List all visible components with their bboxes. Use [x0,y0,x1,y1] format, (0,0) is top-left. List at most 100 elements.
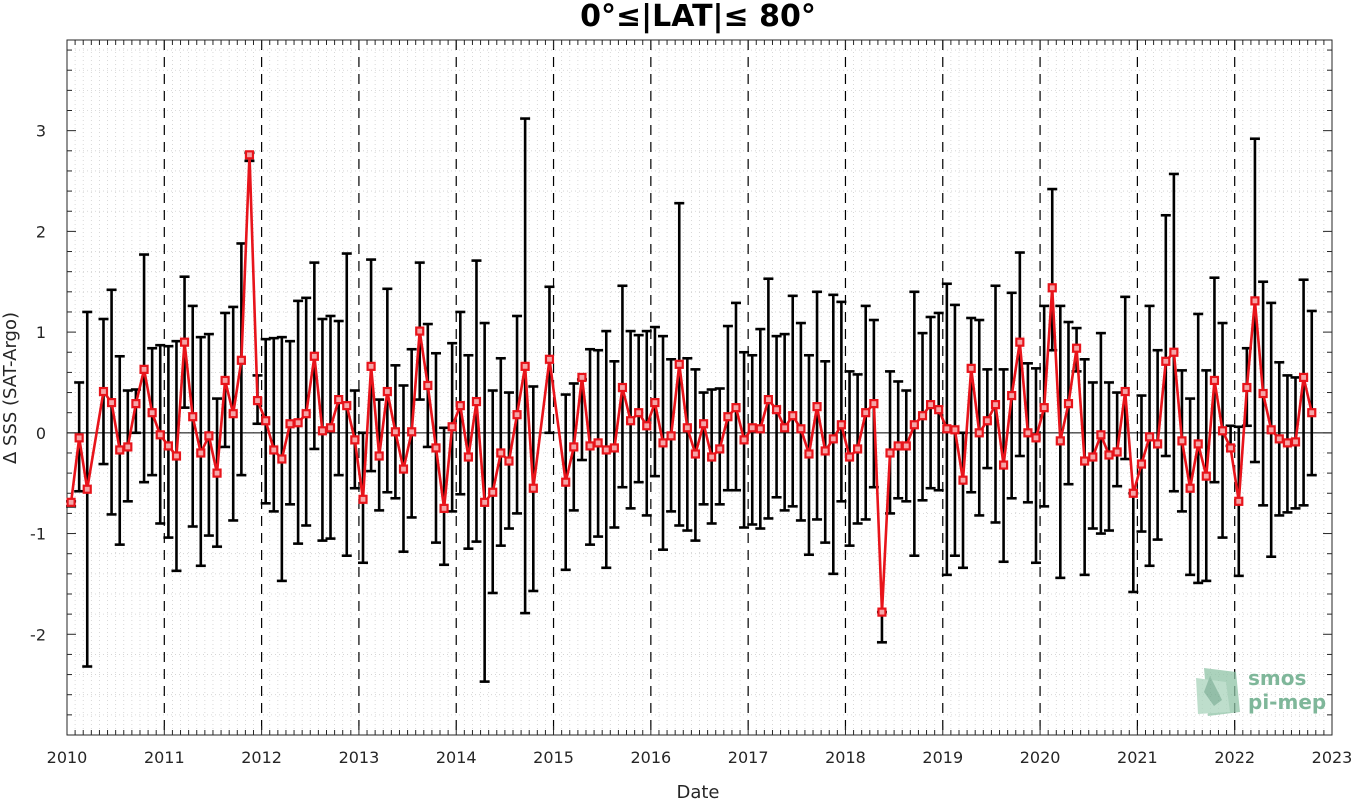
data-point [366,361,376,371]
data-markers [66,150,1317,617]
data-point [998,460,1009,470]
data-point [74,433,84,443]
data-point [163,441,173,451]
data-point [171,451,182,461]
data-point [909,420,919,430]
x-tick-label: 2010 [47,748,88,767]
data-point [277,454,287,464]
logo-text-pi-mep: pi-mep [1248,690,1326,714]
data-point [261,416,271,426]
data-point [650,398,660,408]
data-point [901,441,911,451]
satellite-map-logo-icon [1196,668,1240,716]
data-point [1047,283,1057,293]
data-point [447,422,457,432]
data-point [309,351,319,361]
data-point [853,444,863,454]
x-axis-label: Date [676,782,719,801]
data-point [585,441,595,451]
data-point [1209,375,1220,386]
data-point [1307,408,1317,418]
y-tick-label: 2 [36,222,46,241]
data-point [780,423,790,433]
data-point [1080,456,1090,466]
data-point [861,408,871,418]
data-point [561,477,571,487]
data-point [480,497,490,507]
data-point [1282,438,1293,448]
data-point [942,424,952,434]
data-point [1128,488,1138,498]
data-point [1217,426,1228,436]
data-point [139,364,149,374]
x-tick-label: 2011 [144,748,185,767]
x-tick-label: 2019 [922,748,963,767]
data-point [544,354,555,364]
data-point [325,423,336,433]
data-point [820,446,830,456]
data-point [828,434,838,444]
data-point [488,487,498,497]
data-point [1266,425,1276,435]
data-point [1242,382,1252,393]
data-point [398,464,409,474]
data-point [1153,439,1163,449]
data-point [844,452,855,462]
data-point [1298,372,1309,383]
data-point [755,424,765,434]
data-point [1015,337,1025,347]
data-point [593,438,603,448]
data-point [796,424,806,434]
x-tick-label: 2012 [241,748,282,767]
data-point [1055,436,1065,446]
data-point [1023,428,1033,438]
data-point [601,445,611,455]
x-tick-label: 2020 [1020,748,1061,767]
data-point [1031,433,1041,443]
data-point [1112,447,1122,457]
data-point [301,409,311,419]
y-axis-label: Δ SSS (SAT-Argo) [0,312,21,464]
data-point [893,441,903,451]
x-tick-label: 2018 [825,748,866,767]
data-point [634,408,644,418]
data-point [674,359,684,369]
data-point [990,400,1001,410]
data-point [415,326,425,336]
data-point [763,394,773,405]
data-point [609,443,619,453]
y-tick-label: -1 [30,525,46,544]
data-point [926,400,936,410]
data-point [431,443,441,453]
data-point [812,402,822,412]
data-point [723,412,733,422]
x-tick-label: 2022 [1214,748,1255,767]
plot-area-frame [66,39,1333,736]
data-point [1290,437,1301,447]
x-tick-label: 2015 [533,748,574,767]
data-point [885,448,895,458]
data-point [966,363,976,373]
data-point [658,438,668,448]
data-point [269,445,279,455]
data-point [707,452,717,462]
data-point [407,427,417,437]
data-point [496,448,506,458]
data-point [1071,343,1082,353]
data-point [869,399,879,409]
data-point [1250,296,1260,306]
data-point [690,449,701,459]
data-point [731,403,741,413]
data-point [1193,439,1203,449]
data-point [374,451,384,461]
data-point [666,431,676,441]
x-tick-label: 2016 [630,748,671,767]
data-point [1258,388,1268,399]
x-tick-label: 2023 [1312,748,1353,767]
data-point [1063,399,1074,409]
data-point [577,372,587,383]
data-point [155,430,165,440]
data-point [1120,386,1130,397]
data-point [739,435,749,445]
